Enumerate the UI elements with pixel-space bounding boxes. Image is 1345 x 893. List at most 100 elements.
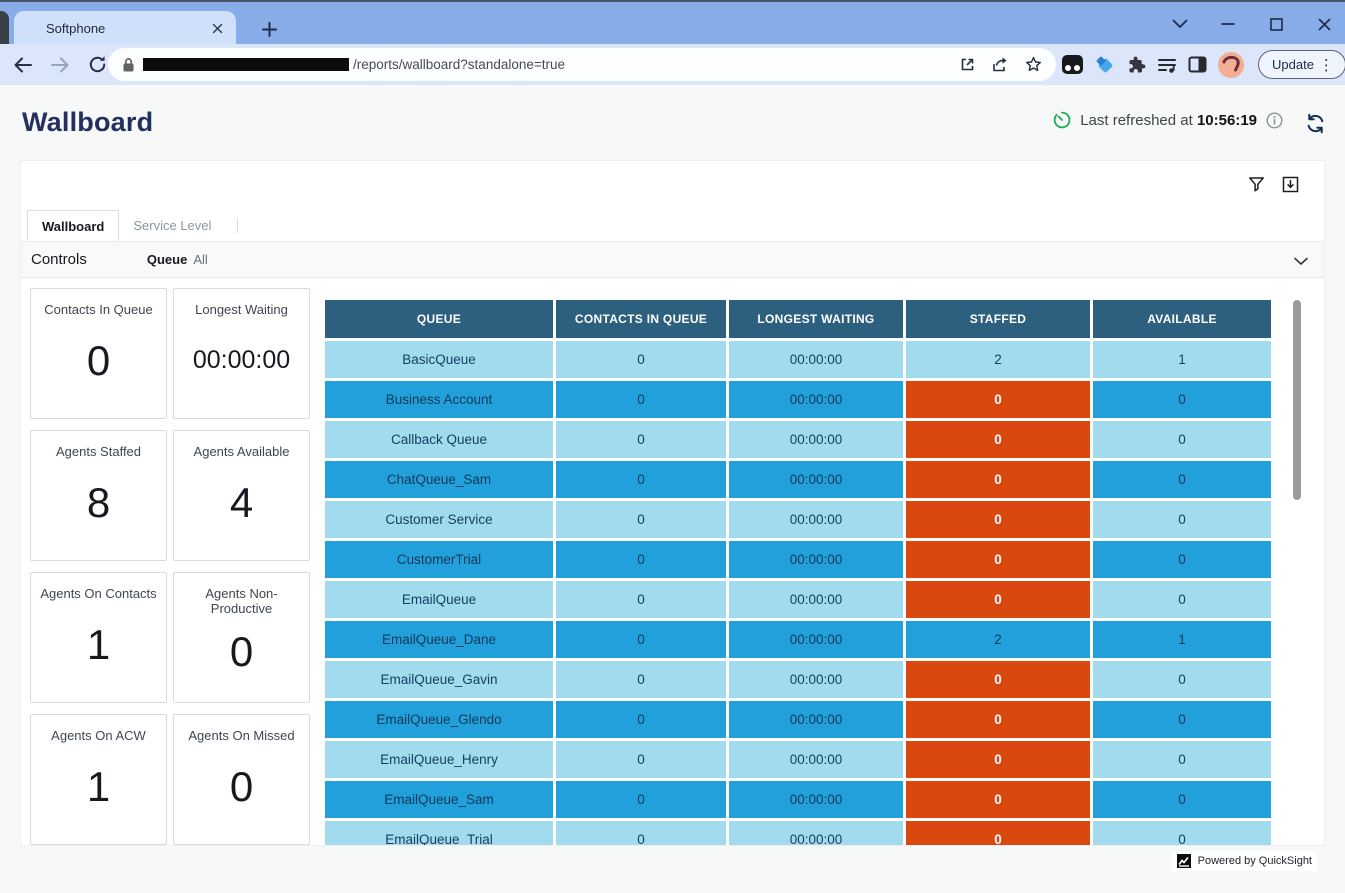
cell-longest-waiting[interactable]: 00:00:00 — [729, 421, 903, 458]
cell-staffed[interactable]: 0 — [906, 381, 1090, 418]
kpi-card[interactable]: Agents On Missed 0 — [173, 714, 310, 845]
domino-extension-icon[interactable] — [1062, 55, 1083, 74]
cell-staffed[interactable]: 2 — [906, 621, 1090, 658]
cell-longest-waiting[interactable]: 00:00:00 — [729, 741, 903, 778]
cell-queue[interactable]: BasicQueue — [325, 341, 553, 378]
profile-avatar[interactable] — [1218, 51, 1244, 78]
cell-queue[interactable]: EmailQueue_Glendo — [325, 701, 553, 738]
open-in-new-icon[interactable] — [959, 56, 976, 73]
cell-queue[interactable]: Callback Queue — [325, 421, 553, 458]
tab-close-icon[interactable] — [208, 20, 226, 38]
cell-available[interactable]: 0 — [1093, 781, 1271, 818]
cell-available[interactable]: 0 — [1093, 461, 1271, 498]
column-header[interactable]: AVAILABLE — [1093, 300, 1271, 338]
table-row[interactable]: EmailQueue_Henry 0 00:00:00 0 0 — [325, 741, 1271, 778]
table-row[interactable]: CustomerTrial 0 00:00:00 0 0 — [325, 541, 1271, 578]
table-scrollbar[interactable] — [1293, 300, 1301, 845]
cell-staffed[interactable]: 0 — [906, 421, 1090, 458]
window-close-button[interactable] — [1313, 13, 1335, 35]
table-row[interactable]: EmailQueue 0 00:00:00 0 0 — [325, 581, 1271, 618]
forward-button[interactable] — [46, 51, 74, 79]
cell-longest-waiting[interactable]: 00:00:00 — [729, 821, 903, 845]
cell-queue[interactable]: EmailQueue_Trial — [325, 821, 553, 845]
cell-contacts-in-queue[interactable]: 0 — [556, 421, 726, 458]
kpi-card[interactable]: Contacts In Queue 0 — [30, 288, 167, 419]
tab-wallboard[interactable]: Wallboard — [27, 210, 120, 241]
refresh-button[interactable] — [1303, 111, 1327, 135]
cell-available[interactable]: 0 — [1093, 421, 1271, 458]
browser-menu-icon[interactable]: ⋮ — [1318, 56, 1334, 74]
kpi-card[interactable]: Agents Staffed 8 — [30, 430, 167, 561]
extensions-puzzle-icon[interactable] — [1126, 55, 1146, 75]
cell-available[interactable]: 0 — [1093, 501, 1271, 538]
cell-available[interactable]: 0 — [1093, 381, 1271, 418]
cell-queue[interactable]: ChatQueue_Sam — [325, 461, 553, 498]
table-row[interactable]: EmailQueue_Glendo 0 00:00:00 0 0 — [325, 701, 1271, 738]
cell-staffed[interactable]: 0 — [906, 701, 1090, 738]
cell-queue[interactable]: EmailQueue — [325, 581, 553, 618]
kpi-card[interactable]: Agents On ACW 1 — [30, 714, 167, 845]
new-tab-button[interactable] — [257, 17, 281, 41]
table-row[interactable]: EmailQueue_Gavin 0 00:00:00 0 0 — [325, 661, 1271, 698]
url-text[interactable]: /reports/wallboard?standalone=true — [353, 57, 566, 72]
cell-longest-waiting[interactable]: 00:00:00 — [729, 621, 903, 658]
browser-tab[interactable]: Softphone — [14, 11, 236, 46]
side-panel-icon[interactable] — [1188, 56, 1207, 73]
cell-contacts-in-queue[interactable]: 0 — [556, 501, 726, 538]
table-row[interactable]: Business Account 0 00:00:00 0 0 — [325, 381, 1271, 418]
column-header[interactable]: LONGEST WAITING — [729, 300, 903, 338]
cell-staffed[interactable]: 0 — [906, 461, 1090, 498]
table-row[interactable]: EmailQueue_Trial 0 00:00:00 0 0 — [325, 821, 1271, 845]
cell-staffed[interactable]: 0 — [906, 581, 1090, 618]
tab-service-level[interactable]: Service Level — [133, 218, 212, 233]
media-controls-icon[interactable] — [1157, 56, 1177, 74]
bookmark-star-icon[interactable] — [1025, 56, 1042, 73]
cell-contacts-in-queue[interactable]: 0 — [556, 621, 726, 658]
cell-longest-waiting[interactable]: 00:00:00 — [729, 661, 903, 698]
column-header[interactable]: CONTACTS IN QUEUE — [556, 300, 726, 338]
reload-button[interactable] — [83, 51, 111, 79]
cell-contacts-in-queue[interactable]: 0 — [556, 341, 726, 378]
column-header[interactable]: STAFFED — [906, 300, 1090, 338]
cell-staffed[interactable]: 0 — [906, 541, 1090, 578]
cell-staffed[interactable]: 0 — [906, 781, 1090, 818]
cell-contacts-in-queue[interactable]: 0 — [556, 661, 726, 698]
column-header[interactable]: QUEUE — [325, 300, 553, 338]
kpi-card[interactable]: Longest Waiting 00:00:00 — [173, 288, 310, 419]
cell-longest-waiting[interactable]: 00:00:00 — [729, 381, 903, 418]
info-icon[interactable] — [1266, 111, 1283, 129]
table-row[interactable]: ChatQueue_Sam 0 00:00:00 0 0 — [325, 461, 1271, 498]
cell-staffed[interactable]: 0 — [906, 821, 1090, 845]
cell-longest-waiting[interactable]: 00:00:00 — [729, 341, 903, 378]
cell-staffed[interactable]: 0 — [906, 661, 1090, 698]
kpi-card[interactable]: Agents Non-Productive 0 — [173, 572, 310, 703]
table-row[interactable]: Callback Queue 0 00:00:00 0 0 — [325, 421, 1271, 458]
cell-queue[interactable]: EmailQueue_Sam — [325, 781, 553, 818]
cell-available[interactable]: 0 — [1093, 821, 1271, 845]
cell-available[interactable]: 1 — [1093, 621, 1271, 658]
cell-available[interactable]: 0 — [1093, 701, 1271, 738]
table-row[interactable]: BasicQueue 0 00:00:00 2 1 — [325, 341, 1271, 378]
cell-available[interactable]: 0 — [1093, 741, 1271, 778]
cell-contacts-in-queue[interactable]: 0 — [556, 381, 726, 418]
cell-contacts-in-queue[interactable]: 0 — [556, 781, 726, 818]
table-row[interactable]: EmailQueue_Dane 0 00:00:00 2 1 — [325, 621, 1271, 658]
cell-longest-waiting[interactable]: 00:00:00 — [729, 581, 903, 618]
cell-queue[interactable]: Business Account — [325, 381, 553, 418]
cell-contacts-in-queue[interactable]: 0 — [556, 741, 726, 778]
cell-available[interactable]: 0 — [1093, 581, 1271, 618]
cell-available[interactable]: 0 — [1093, 541, 1271, 578]
filter-icon[interactable] — [1246, 174, 1266, 194]
cell-staffed[interactable]: 0 — [906, 741, 1090, 778]
cell-longest-waiting[interactable]: 00:00:00 — [729, 701, 903, 738]
cell-queue[interactable]: EmailQueue_Dane — [325, 621, 553, 658]
cell-queue[interactable]: EmailQueue_Henry — [325, 741, 553, 778]
cell-longest-waiting[interactable]: 00:00:00 — [729, 461, 903, 498]
export-icon[interactable] — [1280, 174, 1300, 194]
cell-longest-waiting[interactable]: 00:00:00 — [729, 501, 903, 538]
url-bar[interactable]: /reports/wallboard?standalone=true — [108, 48, 1056, 81]
table-scrollbar-thumb[interactable] — [1293, 300, 1301, 500]
blue-extension-icon[interactable] — [1094, 54, 1115, 75]
cell-longest-waiting[interactable]: 00:00:00 — [729, 541, 903, 578]
cell-longest-waiting[interactable]: 00:00:00 — [729, 781, 903, 818]
